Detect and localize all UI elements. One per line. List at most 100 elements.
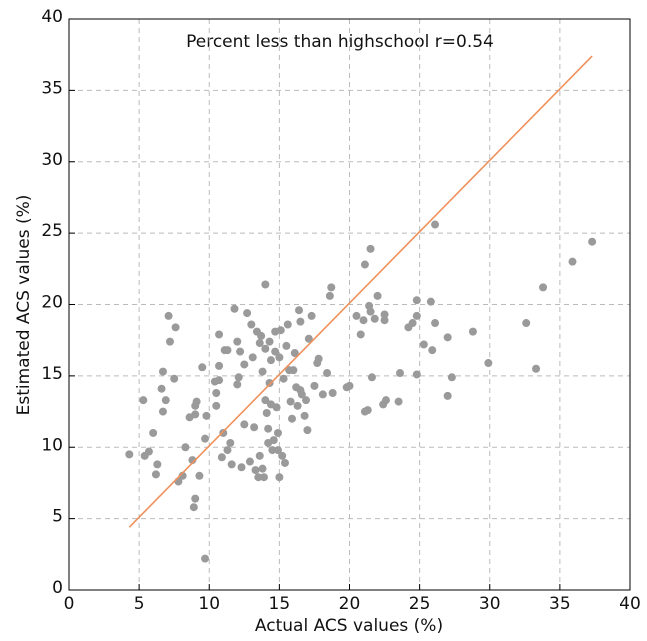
point: [366, 307, 375, 316]
point: [255, 451, 264, 460]
x-tick-label: 30: [479, 594, 501, 614]
point: [307, 311, 316, 320]
x-tick-label: 25: [409, 594, 431, 614]
point: [539, 283, 548, 292]
point: [264, 424, 273, 433]
point: [158, 407, 167, 416]
point: [189, 503, 198, 512]
point: [428, 346, 437, 355]
point: [164, 311, 173, 320]
point: [125, 450, 134, 459]
point: [287, 414, 296, 423]
point: [165, 337, 174, 346]
point: [247, 320, 256, 329]
point: [359, 316, 368, 325]
point: [431, 319, 440, 328]
point: [419, 340, 428, 349]
y-axis-label: Estimated ACS values (%): [14, 195, 34, 416]
point: [381, 396, 390, 405]
point: [236, 347, 245, 356]
point: [198, 363, 207, 372]
point: [240, 420, 249, 429]
point: [215, 361, 224, 370]
x-tick-label: 40: [619, 594, 641, 614]
point: [345, 381, 354, 390]
point: [275, 353, 284, 362]
point: [171, 323, 180, 332]
point: [394, 397, 403, 406]
point: [161, 396, 170, 405]
point: [158, 367, 167, 376]
fit-line: [128, 55, 593, 528]
point: [219, 428, 228, 437]
point: [212, 389, 221, 398]
point: [532, 364, 541, 373]
point: [568, 257, 577, 266]
point: [295, 306, 304, 315]
x-tick-label: 5: [134, 594, 145, 614]
point: [258, 367, 267, 376]
x-tick-label: 15: [269, 594, 291, 614]
point: [293, 401, 302, 410]
point: [443, 391, 452, 400]
point: [310, 381, 319, 390]
point: [367, 373, 376, 382]
point: [265, 337, 274, 346]
point: [202, 411, 211, 420]
point: [286, 397, 295, 406]
x-tick-label: 35: [549, 594, 571, 614]
point: [356, 330, 365, 339]
point: [192, 397, 201, 406]
point: [153, 460, 162, 469]
y-tick-label: 0: [52, 578, 63, 598]
point: [191, 494, 200, 503]
point: [258, 464, 267, 473]
point: [227, 460, 236, 469]
point: [431, 220, 440, 229]
point: [408, 319, 417, 328]
point: [215, 330, 224, 339]
point: [327, 283, 336, 292]
point: [201, 434, 210, 443]
point: [233, 337, 242, 346]
point: [380, 316, 389, 325]
point: [245, 457, 254, 466]
point: [468, 327, 477, 336]
point: [273, 428, 282, 437]
y-tick-label: 35: [41, 78, 63, 98]
point: [250, 423, 259, 432]
point: [289, 366, 298, 375]
point: [282, 341, 291, 350]
point: [300, 411, 309, 420]
point: [265, 379, 274, 388]
point: [144, 447, 153, 456]
point: [323, 369, 332, 378]
point: [395, 369, 404, 378]
point: [412, 296, 421, 305]
point: [195, 471, 204, 480]
point: [280, 458, 289, 467]
point: [234, 373, 243, 382]
point: [261, 344, 270, 353]
point: [254, 473, 263, 482]
point: [303, 426, 312, 435]
point: [370, 314, 379, 323]
point: [181, 443, 190, 452]
point: [257, 331, 266, 340]
point: [255, 339, 264, 348]
point: [237, 463, 246, 472]
point: [151, 470, 160, 479]
point: [262, 408, 271, 417]
point: [412, 311, 421, 320]
point: [170, 374, 179, 383]
point: [248, 353, 257, 362]
x-tick-label: 10: [198, 594, 220, 614]
point: [352, 311, 361, 320]
point: [269, 436, 278, 445]
point: [240, 360, 249, 369]
point: [304, 334, 313, 343]
annotation: Percent less than highschool r=0.54: [186, 32, 494, 52]
point: [215, 376, 224, 385]
point: [223, 446, 232, 455]
